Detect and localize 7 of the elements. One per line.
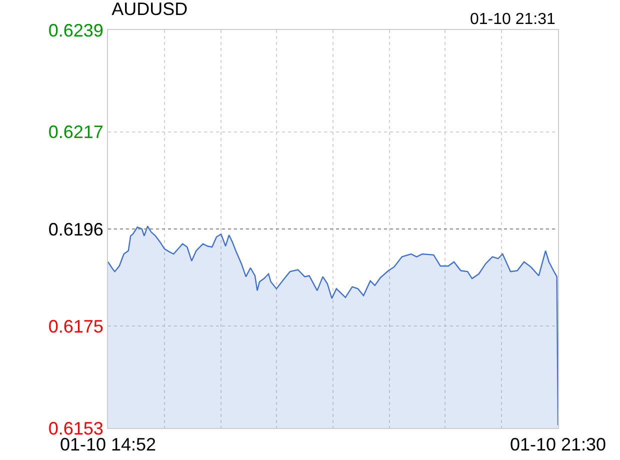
y-tick-label: 0.6217 (48, 122, 104, 142)
text: 01-10 21:31 (470, 11, 556, 28)
y-tick-label: 0.6196 (48, 219, 104, 240)
y-tick-label: 0.6175 (48, 316, 104, 336)
x-tick-label: 01-10 21:30 (510, 434, 606, 455)
y-tick-label: 0.6239 (48, 20, 104, 40)
chart-title: AUDUSD (112, 0, 188, 19)
